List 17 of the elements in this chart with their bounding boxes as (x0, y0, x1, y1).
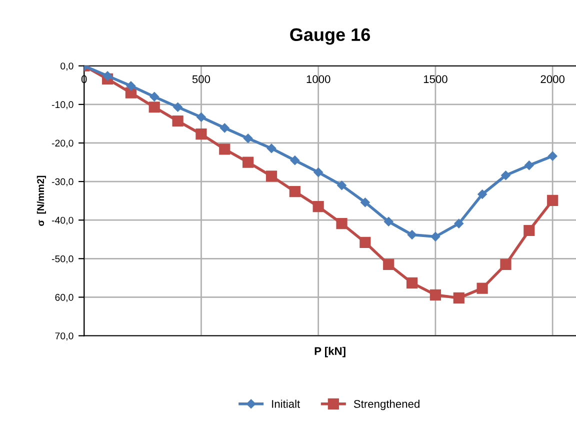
x-tick-label: 1000 (306, 75, 330, 84)
y-tick-label: -10,0 (52, 101, 74, 110)
y-tick-label: -50,0 (52, 255, 74, 264)
y-tick-label: 70,0 (55, 332, 74, 341)
y-tick-label: -30,0 (52, 178, 74, 186)
y-tick-label: 0,0 (60, 62, 74, 71)
x-tick-label: 500 (192, 75, 210, 84)
y-tick-label: -20,0 (52, 140, 74, 148)
y-tick-label: -40,0 (52, 216, 74, 225)
x-tick-label: 2000 (540, 75, 564, 84)
chart-title: Gauge 16 (290, 28, 370, 45)
x-tick-label: 1500 (424, 75, 448, 84)
y-axis-title: σ [N/mm2] (36, 176, 46, 226)
legend-label: Initialt (272, 400, 300, 408)
x-axis-title: P [kN] (314, 346, 346, 358)
legend-label: Strengthened (354, 400, 420, 410)
y-tick-label: 60,0 (55, 294, 74, 302)
